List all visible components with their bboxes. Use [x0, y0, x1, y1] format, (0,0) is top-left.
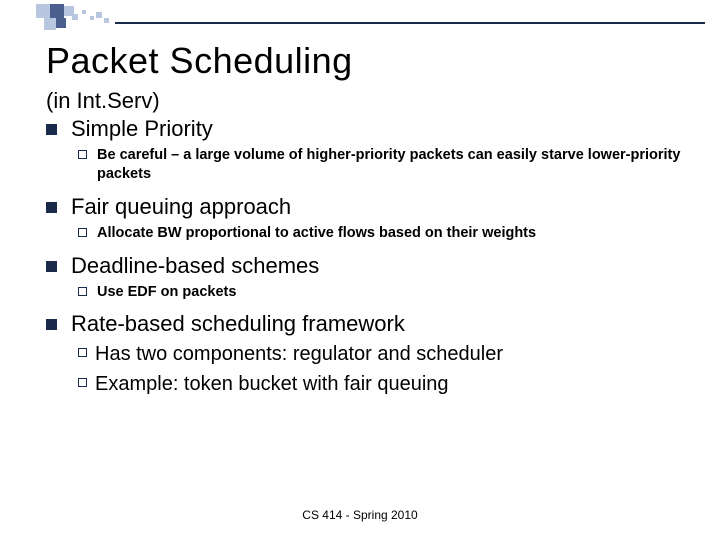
hollow-square-bullet-icon: [78, 378, 87, 387]
slide-content: Packet Scheduling (in Int.Serv) Simple P…: [46, 40, 690, 407]
list-item: Rate-based scheduling framework Has two c…: [46, 311, 690, 397]
slide-footer: CS 414 - Spring 2010: [0, 508, 720, 522]
decoration-square: [56, 18, 66, 28]
level2-item: Has two components: regulator and schedu…: [78, 341, 690, 367]
level2-label: Use EDF on packets: [97, 283, 236, 302]
level2-item: Use EDF on packets: [78, 283, 690, 302]
level1-label: Simple Priority: [71, 116, 213, 142]
slide-decoration: [0, 0, 720, 40]
bullet-list: Simple Priority Be careful – a large volu…: [46, 116, 690, 397]
square-bullet-icon: [46, 319, 57, 330]
level2-label: Example: token bucket with fair queuing: [95, 371, 449, 397]
list-item: Fair queuing approach Allocate BW proport…: [46, 194, 690, 243]
level1-label: Fair queuing approach: [71, 194, 291, 220]
square-bullet-icon: [46, 261, 57, 272]
slide-title: Packet Scheduling: [46, 40, 690, 82]
level2-label: Has two components: regulator and schedu…: [95, 341, 503, 367]
level2-item: Allocate BW proportional to active flows…: [78, 224, 690, 243]
decoration-square: [90, 16, 94, 20]
level2-label: Allocate BW proportional to active flows…: [97, 224, 536, 243]
square-bullet-icon: [46, 124, 57, 135]
hollow-square-bullet-icon: [78, 150, 87, 159]
level1-label: Deadline-based schemes: [71, 253, 319, 279]
level1-item: Fair queuing approach: [46, 194, 690, 220]
level2-item: Example: token bucket with fair queuing: [78, 371, 690, 397]
decoration-square: [50, 4, 64, 18]
hollow-square-bullet-icon: [78, 228, 87, 237]
level1-item: Deadline-based schemes: [46, 253, 690, 279]
decoration-square: [104, 18, 109, 23]
level2-item: Be careful – a large volume of higher-pr…: [78, 146, 690, 184]
decoration-square: [44, 18, 56, 30]
level1-item: Rate-based scheduling framework: [46, 311, 690, 337]
list-item: Simple Priority Be careful – a large volu…: [46, 116, 690, 184]
list-item: Deadline-based schemes Use EDF on packets: [46, 253, 690, 302]
hollow-square-bullet-icon: [78, 287, 87, 296]
level1-item: Simple Priority: [46, 116, 690, 142]
level2-label: Be careful – a large volume of higher-pr…: [97, 146, 690, 184]
decoration-square: [96, 12, 102, 18]
slide-subtitle: (in Int.Serv): [46, 88, 690, 114]
decoration-line: [115, 22, 705, 24]
decoration-square: [72, 14, 78, 20]
decoration-square: [36, 4, 50, 18]
level1-label: Rate-based scheduling framework: [71, 311, 405, 337]
square-bullet-icon: [46, 202, 57, 213]
hollow-square-bullet-icon: [78, 348, 87, 357]
decoration-square: [82, 10, 86, 14]
